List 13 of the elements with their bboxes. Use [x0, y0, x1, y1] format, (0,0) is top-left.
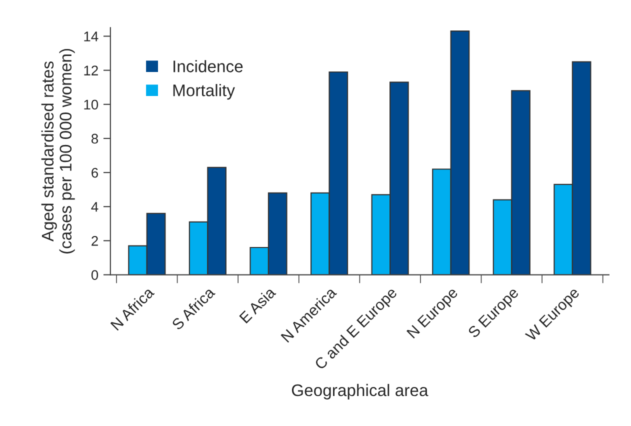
y-tick-label: 8 [92, 134, 98, 144]
legend-label: Mortality [173, 84, 235, 100]
legend-label: Incidence [174, 60, 243, 72]
y-tick-label: 4 [91, 202, 98, 212]
y-axis-title: Aged standardised rates (cases per 100 000 women) [41, 48, 75, 254]
y-tick-label: 2 [92, 236, 98, 246]
y-tick-label: 10 [84, 100, 98, 110]
y-tick-label: 0 [91, 270, 98, 280]
x-axis-title: Geographical area [292, 384, 428, 400]
y-tick-label: 6 [92, 168, 98, 178]
y-tick-label: 14 [84, 32, 98, 42]
y-tick-label: 12 [84, 66, 98, 76]
x-tick-label: E Asia [238, 286, 276, 324]
